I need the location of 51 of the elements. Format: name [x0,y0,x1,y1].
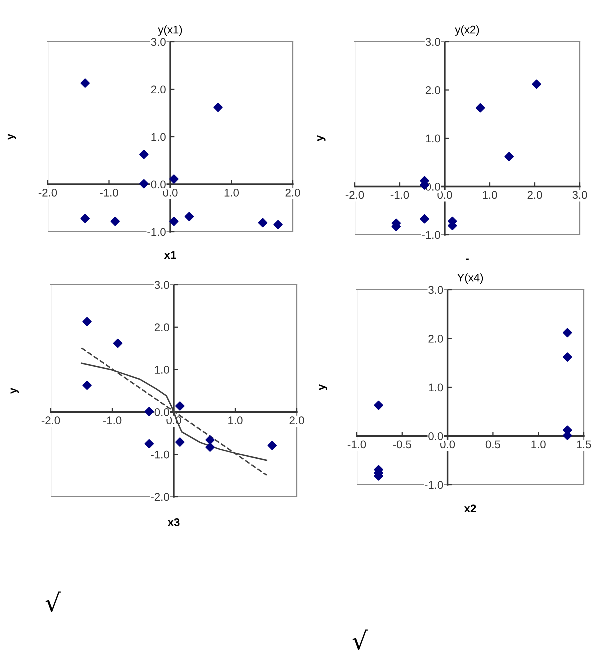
y-tick-label: 1.0 [155,366,170,374]
y-tick-label: 0.0 [428,432,444,440]
y-tick-label: -1.0 [151,450,170,459]
y-tick-label: -1.0 [422,231,440,240]
x-tick-label: -2.0 [42,416,60,425]
y-tick-label: -2.0 [151,493,170,502]
y-axis-title: y [318,135,326,142]
x-tick-label: 3.0 [572,191,588,200]
y-tick-label: 1.0 [152,133,166,142]
y-tick-label: 3.0 [428,286,444,294]
x-tick-label: 1.0 [483,191,498,200]
x-tick-label: 2.0 [286,188,300,197]
y-tick-label: 2.0 [154,324,170,332]
y-tick-label: 2.0 [151,86,166,94]
x-tick-label: 2.0 [528,191,542,200]
text: √ [46,592,61,612]
y-axis-title: y [8,134,16,140]
x-tick-label: -2.0 [38,188,58,197]
x-tick-label: 2.0 [290,416,304,425]
y-tick-label: 3.0 [151,38,166,46]
x-tick-label: 1.0 [224,188,240,197]
y-tick-label: 2.0 [426,86,440,94]
y-tick-label: 3.0 [154,281,170,290]
y-tick-label: -1.0 [424,481,444,490]
y-tick-label: 0.0 [151,180,166,189]
x-tick-label: -1.0 [100,188,118,197]
x-tick-label: 0.5 [486,440,500,449]
x-tick-label: 1.0 [228,416,243,425]
y-axis-title: y [10,388,20,394]
x-axis-title: - [466,258,469,260]
x-tick-label: 1.0 [532,440,546,449]
x-tick-label: -1.0 [348,440,366,449]
x-tick-label: -0.5 [393,440,412,449]
x-axis-title: x1 [164,251,176,260]
y-tick-label: 1.0 [429,384,444,392]
y-axis-title: y [319,384,328,391]
y-tick-label: 1.0 [426,134,440,143]
x-tick-label: 1.5 [577,440,592,449]
y-tick-label: 0.0 [154,408,170,416]
y-tick-label: 3.0 [426,38,440,46]
text: √ [352,630,368,650]
y-tick-label: -1.0 [148,228,166,236]
x-axis-title: x2 [464,504,476,513]
chart-title: Y(x4) [457,274,484,284]
x-tick-label: -1.0 [103,416,122,425]
x-tick-label: -2.0 [346,191,364,200]
chart-title: y(x1) [158,26,182,36]
chart-title: y(x2) [455,26,480,36]
x-axis-title: x3 [168,518,180,526]
y-tick-label: 2.0 [428,335,444,343]
x-tick-label: -1.0 [390,191,410,200]
